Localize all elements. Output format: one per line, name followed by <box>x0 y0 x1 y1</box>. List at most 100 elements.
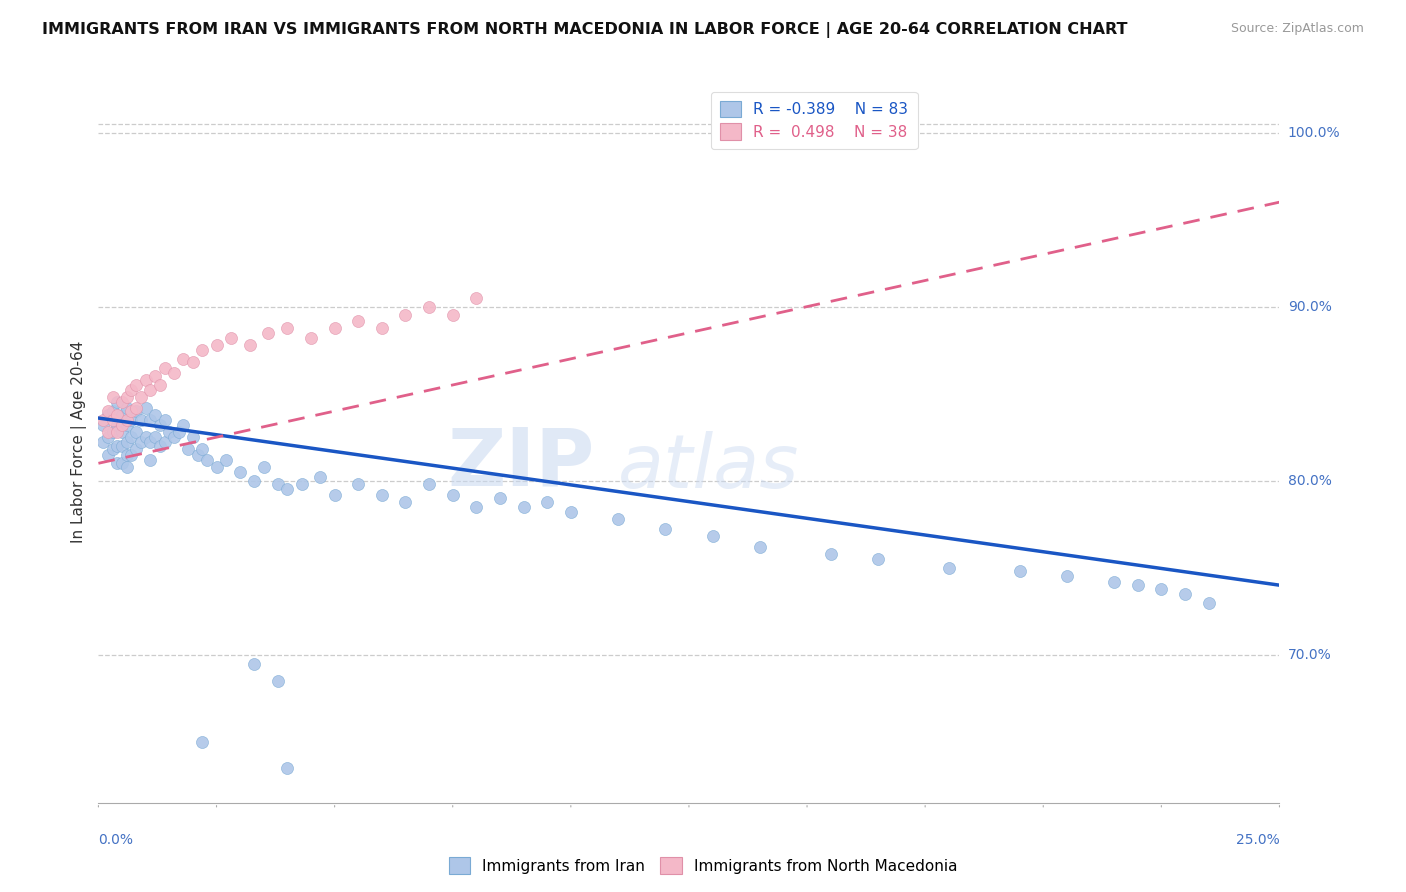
Point <box>229 465 252 479</box>
Point <box>195 452 218 467</box>
Point <box>441 488 464 502</box>
Point <box>97 404 120 418</box>
Point <box>167 425 190 439</box>
Point <box>111 425 134 439</box>
Point <box>748 540 770 554</box>
Text: ZIP: ZIP <box>447 425 595 502</box>
Point <box>299 331 322 345</box>
Point <box>125 425 148 439</box>
Point <box>101 404 124 418</box>
Point <box>139 413 162 427</box>
Point <box>91 435 114 450</box>
Point <box>115 413 138 427</box>
Point <box>153 360 176 375</box>
Point <box>121 404 143 418</box>
Point <box>111 408 134 422</box>
Point <box>371 320 394 334</box>
Point <box>149 417 172 432</box>
Point <box>347 313 370 327</box>
Point <box>125 404 148 418</box>
Legend: Immigrants from Iran, Immigrants from North Macedonia: Immigrants from Iran, Immigrants from No… <box>443 851 963 880</box>
Point <box>105 425 128 439</box>
Point <box>215 452 238 467</box>
Point <box>512 500 534 514</box>
Point <box>111 395 134 409</box>
Text: Source: ZipAtlas.com: Source: ZipAtlas.com <box>1230 22 1364 36</box>
Point <box>191 442 214 457</box>
Point <box>276 320 298 334</box>
Point <box>129 413 152 427</box>
Point <box>239 338 262 352</box>
Point <box>91 413 114 427</box>
Point <box>125 442 148 457</box>
Point <box>129 390 152 404</box>
Point <box>163 430 186 444</box>
Point <box>243 657 266 671</box>
Point <box>172 351 194 366</box>
Y-axis label: In Labor Force | Age 20-64: In Labor Force | Age 20-64 <box>72 341 87 542</box>
Point <box>654 523 676 537</box>
Point <box>139 383 162 397</box>
Point <box>465 500 488 514</box>
Point <box>97 425 120 439</box>
Text: IMMIGRANTS FROM IRAN VS IMMIGRANTS FROM NORTH MACEDONIA IN LABOR FORCE | AGE 20-: IMMIGRANTS FROM IRAN VS IMMIGRANTS FROM … <box>42 22 1128 38</box>
Point <box>253 459 276 474</box>
Point <box>125 378 148 392</box>
Point <box>866 552 889 566</box>
Point <box>1102 574 1125 589</box>
Point <box>149 439 172 453</box>
Point <box>276 761 298 775</box>
Point <box>1126 578 1149 592</box>
Point <box>205 459 228 474</box>
Point <box>105 439 128 453</box>
Point <box>163 366 186 380</box>
Point <box>1174 587 1197 601</box>
Point <box>143 430 166 444</box>
Point <box>121 448 143 462</box>
Point <box>267 673 290 688</box>
Point <box>135 430 157 444</box>
Point <box>111 456 134 470</box>
Text: 90.0%: 90.0% <box>1288 300 1331 314</box>
Point <box>276 483 298 497</box>
Text: 25.0%: 25.0% <box>1236 833 1279 847</box>
Point <box>1008 564 1031 578</box>
Point <box>135 373 157 387</box>
Point <box>394 308 416 322</box>
Point <box>938 561 960 575</box>
Point <box>702 529 724 543</box>
Point <box>394 494 416 508</box>
Point <box>115 417 138 432</box>
Point <box>323 488 346 502</box>
Point <box>97 430 120 444</box>
Point <box>371 488 394 502</box>
Point <box>323 320 346 334</box>
Point <box>115 448 138 462</box>
Point <box>257 326 280 340</box>
Point <box>465 291 488 305</box>
Point <box>143 408 166 422</box>
Point <box>153 413 176 427</box>
Point <box>205 338 228 352</box>
Point <box>135 401 157 415</box>
Point <box>820 547 842 561</box>
Point <box>139 452 162 467</box>
Point <box>121 430 143 444</box>
Point <box>191 735 214 749</box>
Point <box>536 494 558 508</box>
Point <box>129 435 152 450</box>
Point <box>97 408 120 422</box>
Point <box>143 369 166 384</box>
Legend: R = -0.389    N = 83, R =  0.498    N = 38: R = -0.389 N = 83, R = 0.498 N = 38 <box>710 92 918 149</box>
Point <box>97 448 120 462</box>
Text: atlas: atlas <box>619 431 800 503</box>
Text: 100.0%: 100.0% <box>1288 126 1340 139</box>
Point <box>105 456 128 470</box>
Point <box>243 474 266 488</box>
Point <box>181 430 204 444</box>
Point <box>560 505 582 519</box>
Point <box>105 395 128 409</box>
Point <box>489 491 512 505</box>
Point <box>115 459 138 474</box>
Point <box>153 435 176 450</box>
